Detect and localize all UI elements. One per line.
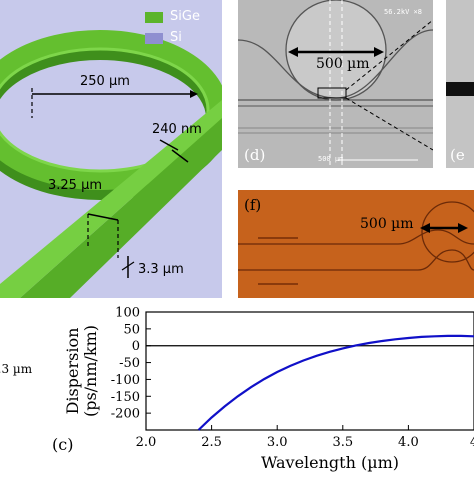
y-tick-label: 100 (115, 306, 140, 321)
legend-label-sige: SiGe (170, 9, 200, 24)
optical-arrowhead-right (458, 223, 468, 233)
panel-letter-c: (c) (52, 435, 73, 454)
y-tick-label: 0 (132, 339, 140, 354)
x-tick-label: 3.5 (332, 435, 353, 450)
width-label: 3.25 µm (48, 178, 102, 193)
x-tick-label: 3.0 (267, 435, 288, 450)
radius-label: 250 µm (80, 74, 130, 89)
series-dispersion-line (199, 336, 474, 430)
x-tick-label: 4.0 (398, 435, 419, 450)
legend-swatch-si (145, 33, 163, 44)
sem-scale-label: 500 µm (316, 56, 370, 72)
x-tick-label: 2.0 (136, 435, 157, 450)
legend-label-si: Si (170, 30, 182, 45)
sem-panel: 500 µm 56.2kV ×8 500 µm (d) (238, 0, 433, 168)
panel-letter-f: (f) (244, 196, 261, 214)
optical-graphic (238, 190, 474, 298)
gap-label: 240 nm (152, 122, 202, 137)
sem-zoom-waveguide (446, 82, 474, 96)
height-label: 3.3 µm (138, 262, 184, 277)
sem-bottom-text: 500 µm (318, 155, 343, 163)
x-axis-title: Wavelength (µm) (261, 453, 399, 472)
y-axis-title-line2: (ps/nm/km) (81, 325, 100, 417)
x-axis-ticks: 2.0 2.5 3.0 3.5 4.0 4 (136, 425, 474, 450)
panel-letter-e: (e (450, 146, 465, 164)
panel-letter-d: (d) (244, 146, 265, 164)
sem-top-text: 56.2kV ×8 (384, 8, 422, 16)
ring-render-graphic (0, 0, 222, 298)
optical-scale-label: 500 µm (360, 216, 414, 232)
optical-bus-bottom (238, 250, 474, 270)
x-tick-label: 4 (470, 435, 474, 450)
y-axis-title-line1: Dispersion (63, 328, 82, 415)
optical-panel: 500 µm (f) (238, 190, 474, 298)
y-tick-label: -50 (119, 356, 140, 371)
y-tick-label: -200 (111, 407, 140, 422)
y-tick-label: -150 (111, 390, 140, 405)
x-tick-label: 2.5 (201, 435, 222, 450)
y-tick-label: -100 (111, 373, 140, 388)
ring-render-panel: SiGe Si 250 µm 240 nm 3.25 µm 3.3 µm (0, 0, 222, 298)
y-tick-label: 50 (123, 322, 140, 337)
legend-swatch-sige (145, 12, 163, 23)
plot-frame (146, 312, 474, 430)
sem-graphic (238, 0, 433, 168)
sem-zoom-panel: (e (446, 0, 474, 168)
